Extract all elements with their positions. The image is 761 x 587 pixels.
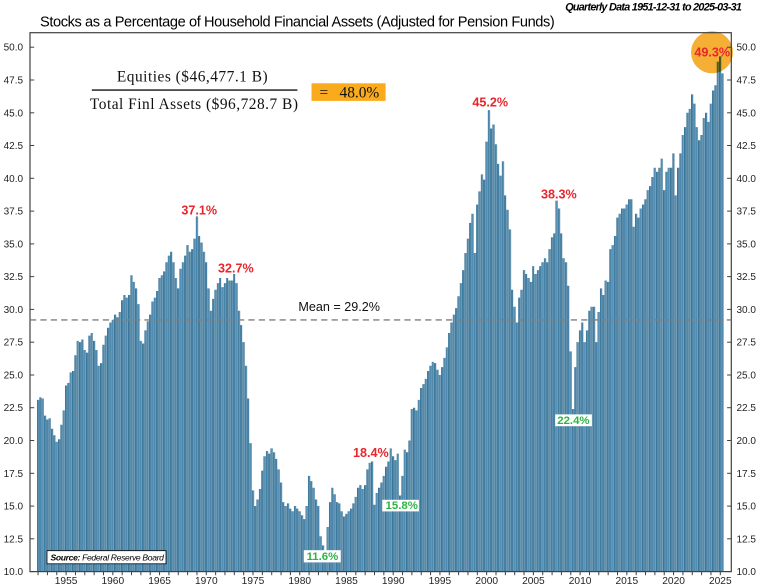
svg-text:1980: 1980 <box>288 576 311 587</box>
svg-text:35.0: 35.0 <box>737 239 757 250</box>
svg-text:15.0: 15.0 <box>4 502 24 513</box>
svg-text:10.0: 10.0 <box>4 567 24 578</box>
svg-text:2010: 2010 <box>569 576 592 587</box>
svg-text:40.0: 40.0 <box>737 174 757 185</box>
svg-text:Total Finl Assets ($96,728.7 B: Total Finl Assets ($96,728.7 B) <box>90 96 299 113</box>
svg-text:15.0: 15.0 <box>737 502 757 513</box>
svg-text:27.5: 27.5 <box>737 338 757 349</box>
svg-text:38.3%: 38.3% <box>541 187 577 201</box>
svg-text:12.5: 12.5 <box>737 534 757 545</box>
svg-text:37.1%: 37.1% <box>181 204 217 218</box>
svg-text:11.6%: 11.6% <box>307 551 339 563</box>
svg-text:1990: 1990 <box>382 576 405 587</box>
svg-text:17.5: 17.5 <box>4 469 24 480</box>
svg-text:1970: 1970 <box>195 576 218 587</box>
svg-text:25.0: 25.0 <box>4 371 24 382</box>
svg-text:Stocks as a Percentage of Hous: Stocks as a Percentage of Household Fina… <box>40 15 554 31</box>
svg-text:32.5: 32.5 <box>4 272 24 283</box>
svg-text:2015: 2015 <box>615 576 638 587</box>
svg-text:22.5: 22.5 <box>4 403 24 414</box>
svg-text:45.2%: 45.2% <box>472 96 508 110</box>
svg-text:=: = <box>320 84 329 101</box>
svg-text:47.5: 47.5 <box>4 76 24 87</box>
svg-text:49.3%: 49.3% <box>694 45 730 59</box>
svg-text:37.5: 37.5 <box>737 207 757 218</box>
svg-text:1955: 1955 <box>55 576 78 587</box>
svg-text:1995: 1995 <box>429 576 452 587</box>
svg-text:1985: 1985 <box>335 576 358 587</box>
svg-text:22.5: 22.5 <box>737 403 757 414</box>
svg-text:47.5: 47.5 <box>737 76 757 87</box>
svg-text:10.0: 10.0 <box>737 567 757 578</box>
svg-text:30.0: 30.0 <box>737 305 757 316</box>
svg-text:18.4%: 18.4% <box>353 446 389 460</box>
svg-text:2000: 2000 <box>475 576 498 587</box>
svg-text:15.8%: 15.8% <box>386 500 418 512</box>
svg-text:1960: 1960 <box>101 576 124 587</box>
svg-text:1975: 1975 <box>242 576 265 587</box>
svg-text:Mean = 29.2%: Mean = 29.2% <box>298 300 380 314</box>
svg-text:12.5: 12.5 <box>4 534 24 545</box>
svg-text:Equities ($46,477.1 B): Equities ($46,477.1 B) <box>117 68 268 85</box>
svg-text:25.0: 25.0 <box>737 371 757 382</box>
svg-text:20.0: 20.0 <box>4 436 24 447</box>
svg-text:2005: 2005 <box>522 576 545 587</box>
svg-text:32.7%: 32.7% <box>218 262 254 276</box>
svg-text:1965: 1965 <box>148 576 171 587</box>
svg-text:20.0: 20.0 <box>737 436 757 447</box>
svg-text:2025: 2025 <box>709 576 732 587</box>
svg-text:45.0: 45.0 <box>4 108 24 119</box>
svg-text:50.0: 50.0 <box>737 43 757 54</box>
svg-text:37.5: 37.5 <box>4 207 24 218</box>
svg-text:Quarterly Data 1951-12-31 to 2: Quarterly Data 1951-12-31 to 2025-03-31 <box>565 2 742 14</box>
svg-text:2020: 2020 <box>662 576 685 587</box>
svg-text:30.0: 30.0 <box>4 305 24 316</box>
svg-text:42.5: 42.5 <box>4 141 24 152</box>
svg-text:Source: Federal Reserve Board: Source: Federal Reserve Board <box>51 552 165 562</box>
svg-text:22.4%: 22.4% <box>557 415 589 427</box>
svg-text:35.0: 35.0 <box>4 239 24 250</box>
svg-text:42.5: 42.5 <box>737 141 757 152</box>
svg-text:17.5: 17.5 <box>737 469 757 480</box>
svg-text:32.5: 32.5 <box>737 272 757 283</box>
svg-text:40.0: 40.0 <box>4 174 24 185</box>
svg-text:27.5: 27.5 <box>4 338 24 349</box>
svg-text:50.0: 50.0 <box>4 43 24 54</box>
svg-text:48.0%: 48.0% <box>340 84 380 101</box>
svg-text:45.0: 45.0 <box>737 108 757 119</box>
